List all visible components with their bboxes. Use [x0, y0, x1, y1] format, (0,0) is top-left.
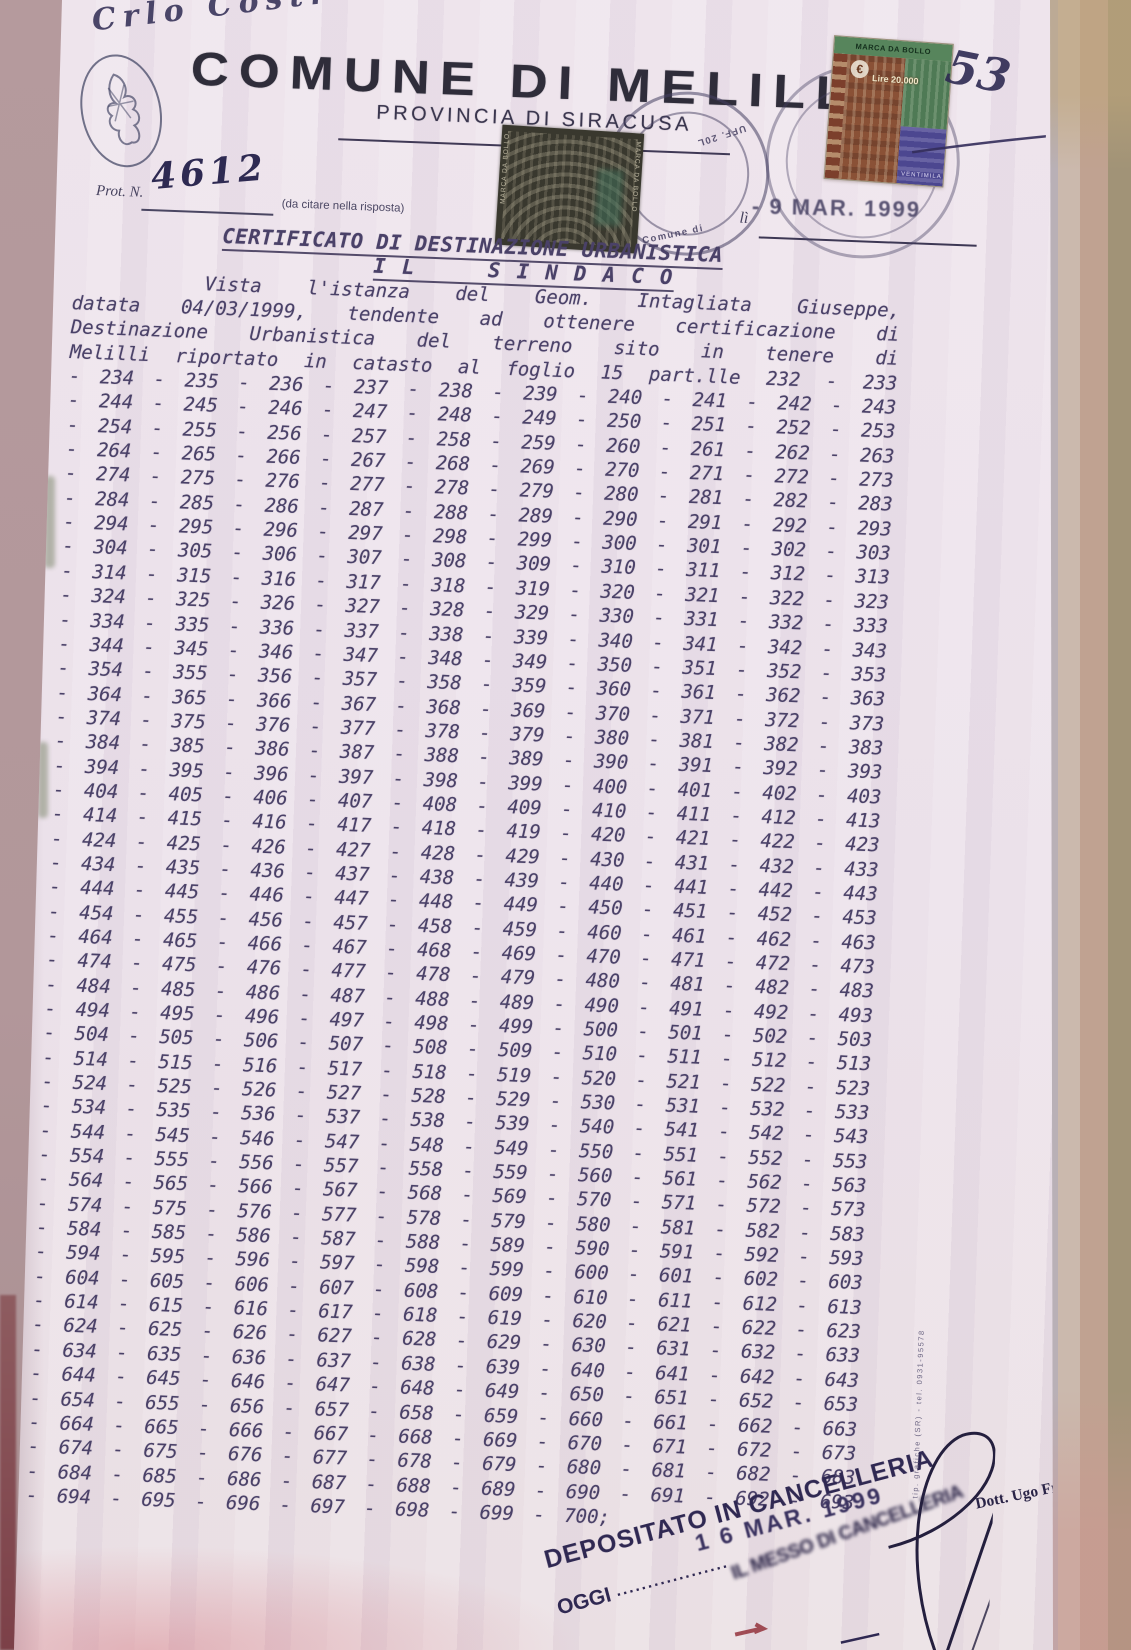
parcel-number-list: - 234 - 235 - 236 - 237 - 238 - 239 - 24…: [25, 364, 897, 1539]
ink-smudge: [44, 476, 55, 568]
underlying-pages-edge: [1046, 0, 1131, 1650]
revenue-stamp-marca-da-bollo: MARCA DA BOLLO € Lire 20.000 VENTIMILA: [823, 35, 954, 188]
handwritten-corner-note: Crlo Costr: [90, 0, 335, 39]
eagle-crest-icon: [106, 73, 141, 146]
round-stamp-text: UFF. 20L: [695, 122, 748, 149]
signature-slash: [958, 1511, 1024, 1650]
municipal-emblem-stamp: [70, 46, 172, 175]
handwritten-number: 53: [941, 39, 1015, 105]
protocol-underline: [141, 208, 274, 216]
dotted-leader: ..................: [613, 1554, 731, 1601]
protocol-number-handwritten: 4612: [149, 146, 269, 199]
red-arrow-mark: [734, 1622, 769, 1637]
deposit-stamp-oggi: OGGI: [554, 1583, 614, 1620]
stamp-side-text: MARCA DA BOLLO: [630, 141, 642, 213]
ink-smudge: [38, 742, 48, 818]
protocol-label: Prot. N.: [95, 182, 144, 201]
signature-dash: [840, 1632, 880, 1644]
stamp-green-panel: [900, 58, 952, 130]
book-spine-edge: [0, 1295, 16, 1650]
typed-text-block: CERTIFICATO DI DESTINAZIONE URBANISTICA …: [25, 218, 902, 1539]
page-content: Crlo Costr COMUNE DI MELILLI PROVINCIA D…: [0, 0, 1050, 1650]
protocol-note: (da citare nella risposta): [281, 198, 405, 215]
stamp-side-text: MARCA DA BOLLO: [499, 132, 511, 205]
